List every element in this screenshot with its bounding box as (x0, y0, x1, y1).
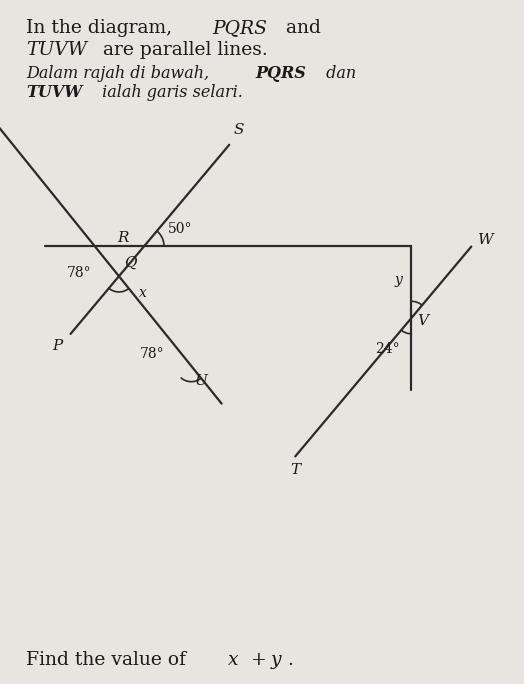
Text: W: W (478, 233, 494, 247)
Text: 78°: 78° (140, 347, 164, 360)
Text: In the diagram,: In the diagram, (26, 19, 178, 37)
Text: and: and (280, 19, 321, 37)
Text: 24°: 24° (376, 342, 400, 356)
Text: y: y (394, 274, 402, 287)
Text: y: y (271, 651, 281, 669)
Text: 78°: 78° (67, 266, 92, 280)
Text: x: x (228, 651, 238, 669)
Text: Q: Q (124, 256, 137, 269)
Text: dan: dan (321, 65, 356, 82)
Text: TUVW: TUVW (26, 84, 82, 101)
Text: V: V (418, 315, 428, 328)
Text: S: S (233, 122, 244, 137)
Text: U: U (194, 374, 207, 388)
Text: T: T (290, 463, 300, 477)
Text: R: R (117, 231, 129, 245)
Text: TUVW: TUVW (26, 41, 87, 59)
Text: +: + (245, 651, 272, 669)
Text: PQRS: PQRS (212, 19, 267, 37)
Text: 50°: 50° (168, 222, 192, 236)
Text: ialah garis selari.: ialah garis selari. (97, 84, 243, 101)
Text: Find the value of: Find the value of (26, 651, 192, 669)
Text: x: x (138, 287, 147, 300)
Text: Dalam rajah di bawah,: Dalam rajah di bawah, (26, 65, 214, 82)
Text: P: P (52, 339, 62, 353)
Text: are parallel lines.: are parallel lines. (97, 41, 268, 59)
Text: PQRS: PQRS (256, 65, 307, 82)
Text: .: . (287, 651, 293, 669)
